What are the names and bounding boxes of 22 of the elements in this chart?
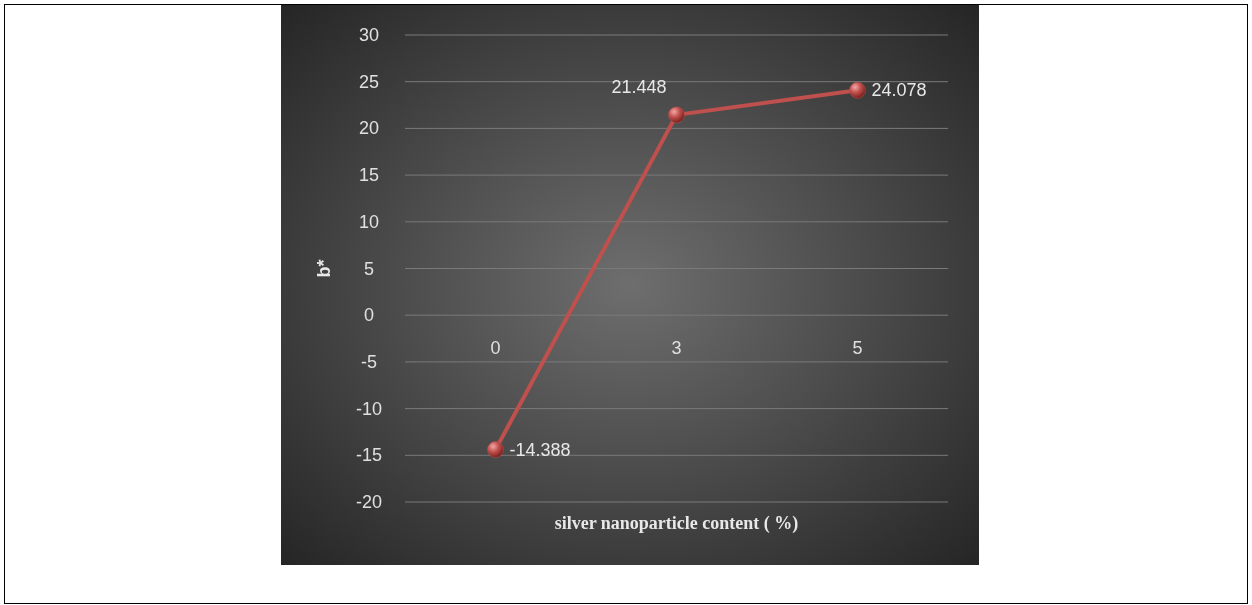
- y-tick-label: 10: [358, 211, 380, 232]
- y-tick-label: 30: [358, 25, 380, 45]
- y-tick-label: -5: [360, 351, 378, 372]
- data-label: 24.078: [871, 80, 927, 101]
- y-tick-label: -15: [355, 445, 383, 466]
- data-label: 21.448: [611, 76, 667, 97]
- x-tick-label: 0: [490, 338, 501, 359]
- y-tick-label: 0: [363, 305, 375, 326]
- point: [487, 441, 504, 458]
- y-tick-label: 25: [358, 71, 380, 92]
- y-tick-label: -20: [355, 492, 383, 512]
- data-label: -14.388: [509, 439, 571, 460]
- x-axis-title: silver nanoparticle content ( %): [554, 513, 799, 534]
- y-axis-title: b*: [314, 259, 334, 278]
- y-tick-label: 15: [358, 165, 380, 186]
- x-tick-label: 3: [671, 338, 682, 359]
- point: [668, 106, 685, 124]
- y-tick-label: 5: [363, 258, 375, 279]
- y-tick-label: -10: [355, 398, 383, 419]
- y-tick-label: 20: [358, 118, 380, 139]
- point: [849, 82, 866, 99]
- x-tick-label: 5: [852, 338, 863, 359]
